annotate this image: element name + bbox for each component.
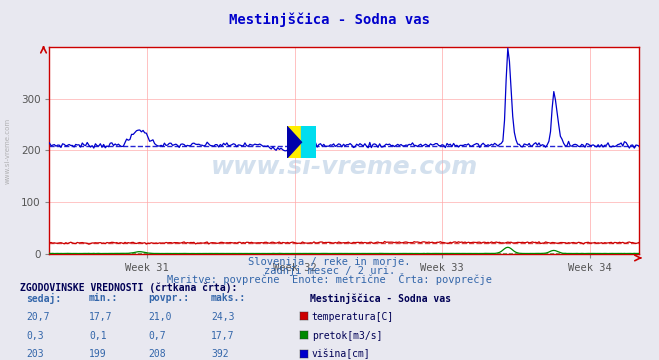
- Text: min.:: min.:: [89, 293, 119, 303]
- Text: sedaj:: sedaj:: [26, 293, 61, 303]
- Text: 20,7: 20,7: [26, 312, 50, 322]
- Text: Mestinjščica - Sodna vas: Mestinjščica - Sodna vas: [229, 13, 430, 27]
- Text: pretok[m3/s]: pretok[m3/s]: [312, 330, 382, 341]
- Text: 0,1: 0,1: [89, 330, 107, 341]
- Text: višina[cm]: višina[cm]: [312, 349, 370, 359]
- Text: 17,7: 17,7: [89, 312, 113, 322]
- Text: Mestinjščica - Sodna vas: Mestinjščica - Sodna vas: [310, 293, 451, 303]
- Text: maks.:: maks.:: [211, 293, 246, 303]
- Text: 21,0: 21,0: [148, 312, 172, 322]
- Text: www.si-vreme.com: www.si-vreme.com: [5, 118, 11, 184]
- Text: 0,7: 0,7: [148, 330, 166, 341]
- Text: 199: 199: [89, 349, 107, 359]
- Text: 208: 208: [148, 349, 166, 359]
- Text: www.si-vreme.com: www.si-vreme.com: [211, 155, 478, 179]
- Text: zadnji mesec / 2 uri.: zadnji mesec / 2 uri.: [264, 266, 395, 276]
- Text: 17,7: 17,7: [211, 330, 235, 341]
- Polygon shape: [287, 126, 302, 158]
- Text: Meritve: povprečne  Enote: metrične  Črta: povprečje: Meritve: povprečne Enote: metrične Črta:…: [167, 273, 492, 285]
- Text: 24,3: 24,3: [211, 312, 235, 322]
- Text: 203: 203: [26, 349, 44, 359]
- Text: temperatura[C]: temperatura[C]: [312, 312, 394, 322]
- Text: Slovenija / reke in morje.: Slovenija / reke in morje.: [248, 257, 411, 267]
- Text: 392: 392: [211, 349, 229, 359]
- Polygon shape: [302, 126, 316, 158]
- Text: 0,3: 0,3: [26, 330, 44, 341]
- Polygon shape: [287, 126, 302, 158]
- Text: ZGODOVINSKE VREDNOSTI (črtkana črta):: ZGODOVINSKE VREDNOSTI (črtkana črta):: [20, 283, 237, 293]
- Text: povpr.:: povpr.:: [148, 293, 189, 303]
